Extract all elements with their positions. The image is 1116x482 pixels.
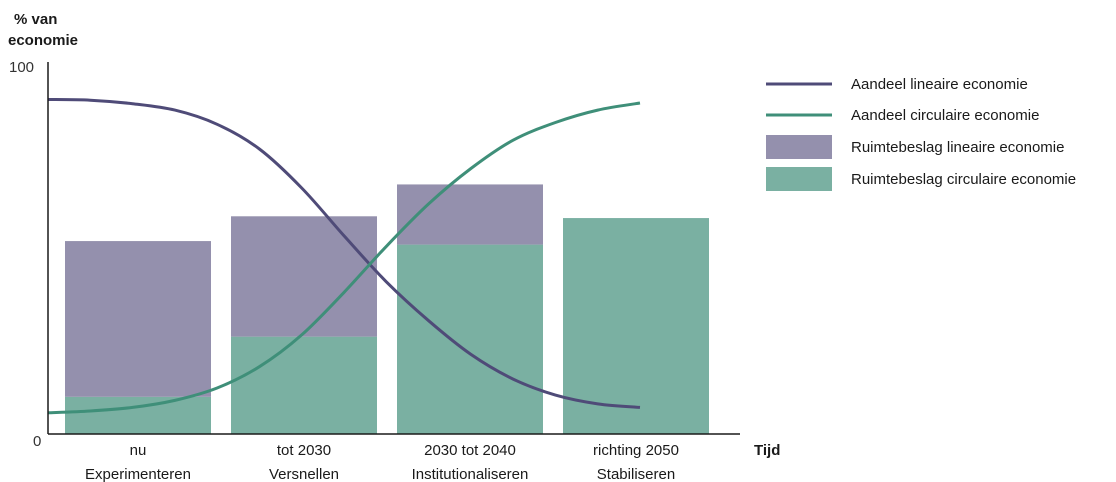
legend-ruimtebeslag-circulaire-swatch <box>766 167 832 191</box>
y-axis-label: % van economie <box>8 11 78 49</box>
legend-aandeel-lineaire-label: Aandeel lineaire economie <box>851 76 1028 93</box>
line-layer <box>47 98 641 415</box>
legend-ruimtebeslag-circulaire-label: Ruimtebeslag circulaire economie <box>851 171 1076 188</box>
bar-circulaire-1 <box>231 336 377 434</box>
x-tick-labels: nu Experimenteren tot 2030 Versnellen 2030 t… <box>85 442 679 482</box>
x-tick-label-line2-2: Institutionaliseren <box>412 466 529 482</box>
bar-layer <box>65 184 709 434</box>
x-tick-label-line2-3: Stabiliseren <box>597 466 675 482</box>
y-axis-label-line-1: % van <box>14 11 57 28</box>
y-tick-label-min: 0 <box>33 433 41 450</box>
x-axis-label: Tijd <box>754 442 780 459</box>
line-lineaire <box>47 98 641 409</box>
legend-aandeel-circulaire-label: Aandeel circulaire economie <box>851 107 1039 124</box>
bar-lineaire-2 <box>397 184 543 245</box>
bar-circulaire-2 <box>397 244 543 434</box>
x-tick-label-line1-0: nu <box>130 442 147 459</box>
legend: Aandeel lineaire economie Aandeel circula… <box>766 76 1076 191</box>
x-tick-label-line1-2: 2030 tot 2040 <box>424 442 516 459</box>
legend-ruimtebeslag-lineaire-label: Ruimtebeslag lineaire economie <box>851 139 1064 156</box>
bar-lineaire-1 <box>231 216 377 337</box>
y-axis-label-line-2: economie <box>8 32 78 49</box>
x-tick-label-line2-1: Versnellen <box>269 466 339 482</box>
y-tick-label-max: 100 <box>9 59 34 76</box>
bar-lineaire-0 <box>65 241 211 397</box>
x-tick-label-line1-3: richting 2050 <box>593 442 679 459</box>
bar-circulaire-3 <box>563 218 709 434</box>
legend-ruimtebeslag-lineaire-swatch <box>766 135 832 159</box>
x-tick-label-line2-0: Experimenteren <box>85 466 191 482</box>
bar-circulaire-0 <box>65 396 211 434</box>
x-tick-label-line1-1: tot 2030 <box>277 442 331 459</box>
line-circulaire <box>47 101 641 415</box>
